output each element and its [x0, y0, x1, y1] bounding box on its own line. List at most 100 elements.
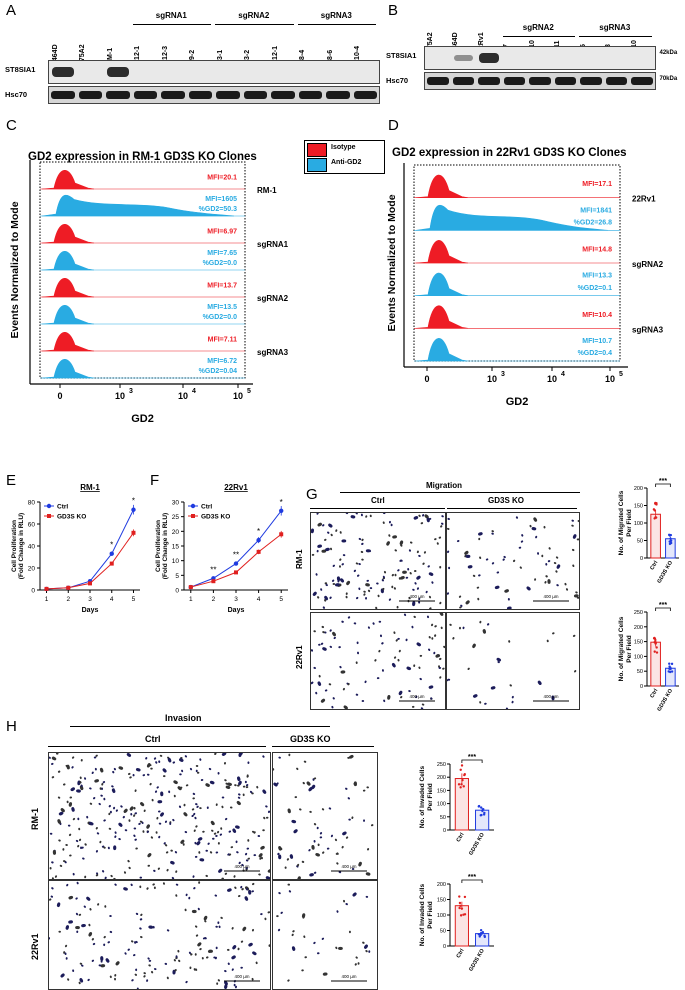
- cell: [382, 587, 385, 591]
- data-point: [668, 662, 671, 665]
- cell: [60, 808, 65, 813]
- cell: [62, 860, 66, 863]
- cell: [260, 845, 265, 850]
- cell: [245, 859, 249, 862]
- cell: [56, 902, 61, 908]
- cell: [537, 552, 540, 555]
- data-point: [478, 935, 481, 938]
- cell: [287, 979, 290, 982]
- cell: [551, 695, 555, 701]
- blot-band: [271, 91, 295, 99]
- cell: [88, 932, 93, 937]
- cell: [78, 838, 82, 842]
- cell: [173, 780, 178, 784]
- cell: [293, 829, 298, 834]
- cell: [234, 985, 238, 989]
- cell: [267, 869, 270, 873]
- cell: [80, 846, 83, 850]
- cell: [394, 549, 397, 552]
- cell: [77, 844, 80, 848]
- significance-bracket: [655, 483, 671, 487]
- mfi-label: MFI=14.8: [582, 247, 612, 254]
- cell: [183, 812, 188, 817]
- cell: [267, 810, 270, 814]
- bar: [650, 513, 661, 559]
- cell: [526, 586, 531, 591]
- cell: [51, 887, 54, 890]
- cell: [69, 854, 72, 857]
- significance-marker: *: [132, 497, 135, 506]
- cell: [482, 629, 486, 634]
- micrograph-invasion-22rv1-ko: 400 µm: [272, 880, 378, 990]
- cell: [369, 587, 373, 590]
- cell: [221, 805, 224, 809]
- cell: [49, 756, 51, 759]
- cell: [148, 959, 152, 962]
- cell: [71, 807, 75, 812]
- data-point: [460, 764, 464, 767]
- blot-band: [106, 91, 130, 99]
- y-axis-label: No. of Migrated Cells: [618, 490, 625, 555]
- cell: [416, 642, 421, 647]
- cell: [127, 860, 130, 863]
- data-point: [131, 530, 136, 535]
- cell: [237, 947, 240, 951]
- cell: [504, 589, 509, 593]
- cell: [407, 567, 410, 571]
- cell: [311, 649, 313, 652]
- cell: [496, 657, 502, 662]
- blot-band: [243, 91, 267, 99]
- cell: [400, 696, 403, 699]
- cell: [387, 694, 391, 700]
- cell: [169, 822, 172, 825]
- cell: [341, 539, 347, 543]
- cell: [391, 573, 395, 577]
- cell: [240, 885, 243, 889]
- cell: [398, 577, 401, 580]
- x-tick-label: 2: [212, 596, 216, 603]
- cell: [99, 787, 102, 790]
- cell: [336, 910, 339, 913]
- isotype-label: Isotype: [331, 144, 356, 151]
- cell: [478, 532, 483, 536]
- cell: [419, 677, 422, 681]
- cell: [506, 606, 512, 609]
- blot-band: [298, 91, 322, 99]
- cell: [91, 938, 94, 941]
- data-point: [653, 636, 656, 640]
- pct-gd2-label: %GD2=50.3: [199, 206, 237, 213]
- mfi-label: MFI=1605: [205, 196, 237, 203]
- cell: [49, 866, 52, 870]
- cell: [51, 756, 57, 761]
- blot-band: [453, 55, 473, 61]
- cell: [103, 935, 106, 939]
- cell: [114, 977, 117, 981]
- cell: [217, 772, 220, 775]
- cell: [571, 524, 574, 527]
- cell: [328, 683, 332, 686]
- cell: [150, 767, 153, 770]
- cell: [355, 596, 359, 600]
- cell: [393, 656, 397, 659]
- cell: [416, 550, 419, 554]
- cell: [64, 944, 68, 948]
- y-tick-label: 0: [31, 588, 35, 595]
- cell: [413, 615, 416, 618]
- significance-marker: **: [210, 565, 216, 574]
- data-point: [211, 579, 216, 584]
- cell: [364, 944, 368, 949]
- cell: [210, 820, 215, 826]
- cell: [140, 802, 145, 807]
- scale-label: 400 µm: [409, 694, 424, 699]
- cell: [175, 870, 178, 873]
- cell: [438, 536, 442, 539]
- anti-gd2-histogram: [41, 194, 235, 217]
- cell: [502, 558, 505, 561]
- cell: [447, 527, 450, 530]
- cell: [156, 816, 159, 820]
- cell: [405, 638, 408, 642]
- cell: [163, 842, 166, 845]
- cell: [204, 937, 207, 940]
- cell: [288, 753, 291, 757]
- series-line: [190, 533, 282, 588]
